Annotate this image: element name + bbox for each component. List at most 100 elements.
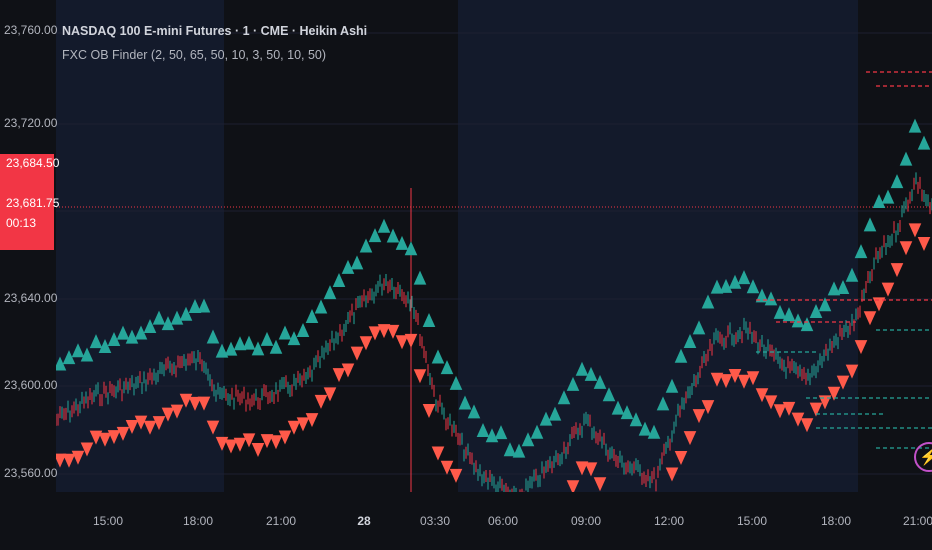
bull-signal-marker (566, 376, 580, 391)
bull-signal-marker (656, 396, 670, 411)
bull-signal-marker (692, 320, 706, 335)
symbol-title[interactable]: NASDAQ 100 E-mini Futures · 1 · CME · He… (62, 24, 368, 38)
bear-signal-marker (296, 417, 310, 432)
bull-signal-marker (827, 281, 841, 296)
bull-signal-marker (593, 374, 607, 389)
indicator-label[interactable]: FXC OB Finder (2, 50, 65, 50, 10, 3, 50,… (62, 48, 327, 62)
bear-signal-marker (575, 461, 589, 476)
bull-signal-marker (350, 255, 364, 270)
bear-signal-marker (404, 333, 418, 348)
bull-signal-marker (800, 317, 814, 332)
bull-signal-marker (557, 390, 571, 405)
bear-signal-marker (440, 460, 454, 475)
bull-signal-marker (422, 313, 436, 328)
bear-signal-marker (305, 413, 319, 428)
bull-signal-marker (539, 411, 553, 426)
bear-signal-marker (341, 363, 355, 378)
bull-signal-marker (386, 228, 400, 243)
bull-signal-marker (287, 331, 301, 346)
bear-signal-marker (845, 364, 859, 379)
bull-signal-marker (242, 335, 256, 350)
time-axis[interactable]: 15:00 18:00 21:00 28 03:30 06:00 09:00 1… (56, 492, 932, 550)
time-label: 03:30 (419, 514, 451, 528)
bull-signal-marker (746, 279, 760, 294)
bull-signal-marker (134, 325, 148, 340)
lightning-icon[interactable]: ⚡ (914, 442, 932, 472)
bear-signal-marker (98, 432, 112, 447)
bear-signal-marker (773, 404, 787, 419)
price-label-23760: 23,760.00 (4, 23, 58, 37)
bear-signal-marker (899, 241, 913, 256)
bear-signal-marker (746, 371, 760, 386)
bear-signal-marker (881, 282, 895, 297)
bear-signal-marker (782, 401, 796, 416)
bear-signal-marker (143, 420, 157, 435)
bear-signal-marker (161, 407, 175, 422)
bear-signal-marker (395, 335, 409, 350)
price-chart[interactable] (56, 0, 932, 492)
bull-signal-marker (773, 304, 787, 319)
bull-signal-marker (305, 309, 319, 324)
bull-signal-marker (56, 356, 67, 371)
bull-signal-marker (314, 299, 328, 314)
bull-signal-marker (107, 332, 121, 347)
bull-signal-marker (440, 360, 454, 375)
bull-signal-marker (89, 334, 103, 349)
bear-signal-marker (242, 433, 256, 448)
bull-signal-marker (629, 412, 643, 427)
bear-signal-marker (278, 430, 292, 445)
bull-signal-marker (368, 228, 382, 243)
bull-signal-marker (872, 193, 886, 208)
bear-signal-marker (116, 426, 130, 441)
bear-signal-marker (827, 386, 841, 401)
bear-signal-marker (377, 324, 391, 339)
bull-signal-marker (899, 151, 913, 166)
bull-signal-marker (152, 310, 166, 325)
bear-signal-marker (62, 453, 76, 468)
bull-signal-marker (404, 241, 418, 256)
bull-signal-marker (161, 316, 175, 331)
price-box-top-value: 23,684.50 (6, 156, 60, 170)
bear-signal-marker (917, 236, 931, 251)
bull-signal-marker (215, 343, 229, 358)
bull-signal-marker (845, 267, 859, 282)
price-label-23600: 23,600.00 (4, 378, 58, 392)
bear-signal-marker (809, 402, 823, 417)
bull-signal-marker (233, 336, 247, 351)
bear-signal-marker (386, 324, 400, 339)
bull-signal-marker (269, 339, 283, 354)
bull-signal-marker (143, 319, 157, 334)
bull-signal-marker (548, 406, 562, 421)
bear-signal-marker (197, 396, 211, 411)
session-shade (56, 0, 224, 492)
bear-signal-marker (359, 336, 373, 351)
bear-signal-marker (791, 412, 805, 427)
bull-signal-marker (665, 378, 679, 393)
bear-signal-marker (56, 453, 67, 468)
bull-signal-marker (296, 323, 310, 338)
bull-signal-marker (125, 329, 139, 344)
bull-signal-marker (71, 343, 85, 358)
chart-plot-area[interactable] (56, 0, 932, 492)
bull-signal-marker (908, 118, 922, 133)
bear-signal-marker (755, 388, 769, 403)
bear-signal-marker (152, 416, 166, 431)
time-label: 18:00 (820, 514, 852, 528)
time-label: 21:00 (902, 514, 932, 528)
bull-signal-marker (377, 218, 391, 233)
bull-signal-marker (476, 423, 490, 438)
bull-signal-marker (179, 306, 193, 321)
bull-signal-marker (737, 270, 751, 285)
bear-signal-marker (170, 404, 184, 419)
bear-signal-marker (332, 368, 346, 383)
bear-signal-marker (665, 467, 679, 482)
bar-countdown: 00:13 (6, 216, 37, 230)
bull-signal-marker (917, 135, 931, 150)
bull-signal-marker (728, 274, 742, 289)
bull-signal-marker (638, 421, 652, 436)
price-axis[interactable]: 23,760.00 23,720.00 23,684.50 23,681.75 … (0, 0, 60, 492)
current-price-value: 23,681.75 (6, 196, 60, 210)
bear-signal-marker (287, 420, 301, 435)
bull-signal-marker (206, 329, 220, 344)
bear-signal-marker (188, 396, 202, 411)
